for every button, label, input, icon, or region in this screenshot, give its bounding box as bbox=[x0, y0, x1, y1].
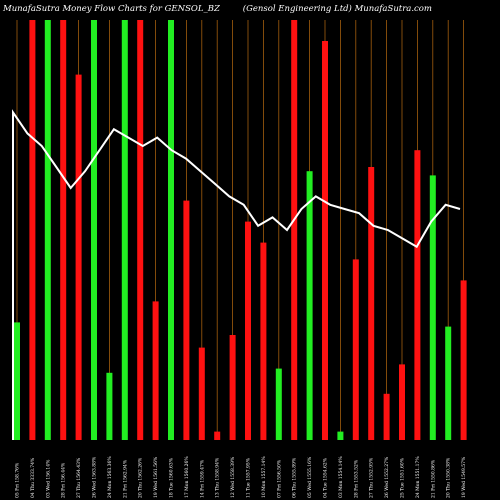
bar-red bbox=[214, 431, 221, 440]
bar-red bbox=[414, 150, 421, 440]
bar-green bbox=[91, 20, 97, 440]
bars bbox=[14, 20, 467, 440]
x-tick-label: 11 Tue 1557.95% bbox=[246, 457, 252, 498]
bar-red bbox=[183, 200, 190, 440]
bar-red bbox=[352, 259, 359, 440]
x-tick-label: 28 Fri 156.44% bbox=[61, 462, 67, 498]
x-tick-label: 24 Mon 1563.36% bbox=[107, 456, 113, 498]
x-tick-label: 20 Thu 1550.38% bbox=[446, 457, 452, 498]
x-tick-label: 20 Thu 1562.26% bbox=[138, 457, 144, 498]
bar-red bbox=[260, 242, 267, 440]
bar-red bbox=[60, 20, 67, 440]
x-tick-label: 26 Wed 1552.27% bbox=[384, 456, 390, 498]
bar-green bbox=[306, 171, 313, 440]
x-tick-labels: 05 Fri 158.76% 04 Thu 3333.74% 03 Wed 156.… bbox=[15, 456, 468, 498]
bar-red bbox=[137, 20, 144, 440]
x-tick-label: 12 Wed 1558.39% bbox=[230, 456, 236, 498]
bar-green bbox=[44, 20, 51, 440]
chart-title-right: (Gensol Engineering Ltd) MunafaSutra.com bbox=[243, 3, 432, 14]
bar-red bbox=[322, 41, 328, 440]
bar-green bbox=[445, 326, 452, 440]
bar-green bbox=[429, 175, 436, 440]
bar-green bbox=[106, 372, 113, 440]
bar-red bbox=[460, 280, 467, 440]
x-tick-label: 14 Fri 1559.47% bbox=[199, 459, 205, 498]
x-tick-label: 26 Wed 1563.88% bbox=[92, 456, 98, 498]
bar-red bbox=[399, 364, 405, 440]
x-tick-label: 06 Thu 1555.89% bbox=[292, 457, 298, 498]
x-tick-label: 21 Fri 1550.86% bbox=[430, 459, 436, 498]
x-tick-label: 04 Tue 1554.62% bbox=[323, 457, 329, 498]
x-tick-label: 03 Wed 156.14% bbox=[45, 459, 51, 498]
x-tick-label: 24 Mon 1551.17% bbox=[415, 456, 421, 498]
x-tick-label: 27 Thu 1564.43% bbox=[76, 457, 82, 498]
bar-green bbox=[14, 322, 20, 440]
bar-red bbox=[198, 347, 205, 440]
x-tick-label: 03 Mon 1554.14% bbox=[338, 456, 344, 498]
grid-lines bbox=[16, 20, 465, 440]
bar-red bbox=[245, 221, 251, 440]
x-tick-label: 27 Thu 1552.95% bbox=[369, 457, 375, 498]
x-tick-label: 21 Fri 1562.94% bbox=[122, 459, 128, 498]
bar-red bbox=[291, 20, 298, 440]
x-tick-label: 19 Wed 1549.57% bbox=[461, 456, 467, 498]
money-flow-line bbox=[12, 109, 461, 440]
x-tick-label: 17 Mon 1560.26% bbox=[184, 456, 190, 498]
bar-red bbox=[75, 74, 82, 440]
chart-title-left: MunafaSutra Money Flow Charts for GENSOL… bbox=[2, 4, 221, 14]
x-tick-label: 05 Wed 1555.16% bbox=[307, 456, 313, 498]
bar-green bbox=[337, 431, 344, 440]
bar-red bbox=[29, 20, 36, 440]
bar-green bbox=[275, 368, 282, 440]
x-tick-label: 28 Fri 1553.52% bbox=[353, 459, 359, 498]
bar-red bbox=[152, 301, 159, 440]
bar-red bbox=[383, 393, 390, 440]
bar-red bbox=[368, 167, 375, 440]
x-tick-label: 18 Tue 1560.63% bbox=[169, 457, 175, 498]
x-tick-label: 05 Fri 158.76% bbox=[15, 462, 21, 498]
x-tick-label: 13 Thu 1558.94% bbox=[215, 457, 221, 498]
bar-red bbox=[229, 335, 236, 440]
x-tick-label: 04 Thu 3333.74% bbox=[30, 457, 36, 498]
x-tick-label: 19 Wed 1561.56% bbox=[153, 456, 159, 498]
x-tick-label: 07 Fri 1556.50% bbox=[276, 459, 282, 498]
bar-green bbox=[168, 20, 174, 440]
bar-green bbox=[121, 20, 128, 440]
x-tick-label: 25 Tue 1551.60% bbox=[400, 457, 406, 498]
x-tick-label: 10 Mon 1557.14% bbox=[261, 456, 267, 498]
